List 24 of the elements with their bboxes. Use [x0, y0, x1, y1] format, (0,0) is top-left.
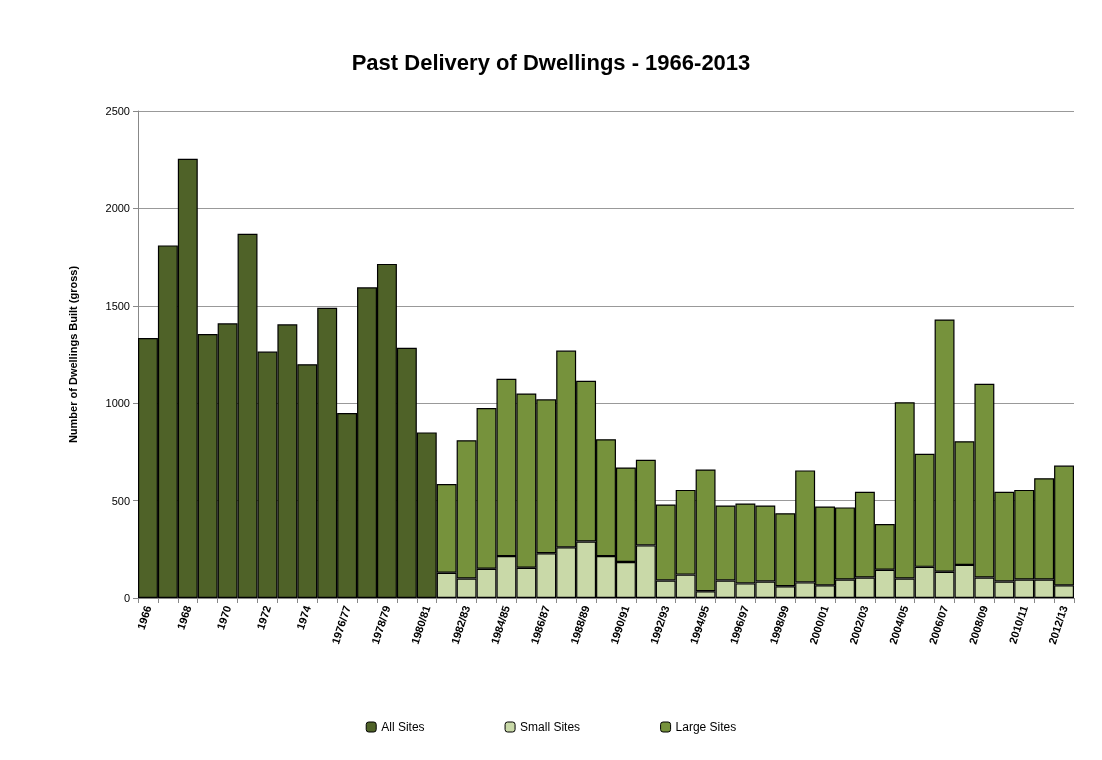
x-tick-label: 1988/89 — [568, 604, 592, 646]
x-tick-label: 1970 — [214, 604, 234, 632]
x-tick-label: 1974 — [294, 603, 314, 632]
y-tick-label: 500 — [111, 494, 130, 507]
x-tick-label: 1992/93 — [647, 604, 672, 646]
x-tick-label: 1976/77 — [329, 604, 353, 646]
x-tick-label: 1968 — [174, 604, 194, 632]
x-tick-label: 2002/03 — [846, 604, 871, 646]
x-tick-label: 1966 — [134, 604, 154, 632]
x-tick-label: 1978/79 — [368, 604, 393, 646]
x-tick-label: 1982/83 — [448, 604, 473, 646]
x-tick-label: 1996/97 — [727, 604, 752, 646]
y-tick-label: 1000 — [105, 397, 130, 410]
legend-label: Small Sites — [520, 720, 581, 734]
x-tick-label: 1972 — [254, 604, 274, 632]
y-tick-label: 2500 — [105, 105, 130, 117]
y-tick-label: 1500 — [105, 299, 130, 312]
y-axis-title: Number of Dwellings Built (gross) — [66, 265, 79, 444]
y-tick-label: 0 — [123, 592, 130, 604]
legend-label: Large Sites — [675, 720, 737, 734]
chart-title: Past Delivery of Dwellings - 1966-2013 — [351, 49, 751, 75]
y-tick-label: 2000 — [105, 202, 130, 215]
x-tick-label: 1986/87 — [528, 604, 552, 646]
legend-label: All Sites — [381, 720, 425, 734]
